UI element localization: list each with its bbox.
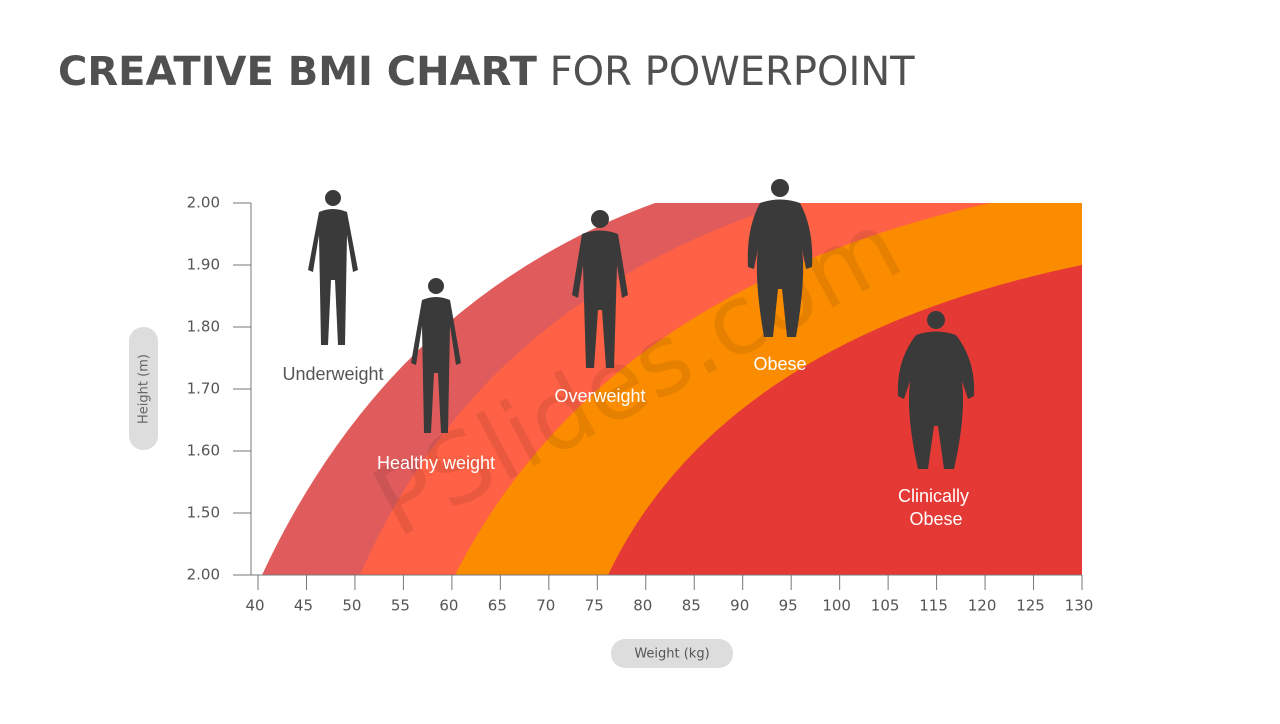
title-suffix: FOR POWERPOINT xyxy=(550,49,916,95)
category-line: Obese xyxy=(909,509,962,529)
category-label: Obese xyxy=(753,354,806,374)
y-tick-label: 1.50 xyxy=(187,504,220,522)
y-tick-label: 2.00 xyxy=(187,566,220,584)
y-tick-label: 1.80 xyxy=(187,318,220,336)
x-tick-label: 85 xyxy=(682,597,701,615)
x-tick-label: 70 xyxy=(536,597,555,615)
x-tick-label: 130 xyxy=(1065,597,1094,615)
category-label: Clinically Obese xyxy=(898,486,974,529)
x-tick-label: 55 xyxy=(391,597,410,615)
y-tick-label: 1.60 xyxy=(187,442,220,460)
slide-title: CREATIVE BMI CHART FOR POWERPOINT xyxy=(58,49,915,95)
x-tick-label: 60 xyxy=(439,597,458,615)
x-tick-label: 105 xyxy=(871,597,900,615)
y-tick-label: 2.00 xyxy=(187,194,220,212)
y-tick-label: 1.90 xyxy=(187,256,220,274)
x-tick-label: 120 xyxy=(968,597,997,615)
category-label: Healthy weight xyxy=(377,453,495,473)
x-tick-label: 90 xyxy=(730,597,749,615)
x-tick-label: 125 xyxy=(1016,597,1045,615)
x-tick-label: 95 xyxy=(779,597,798,615)
category-label: Underweight xyxy=(282,364,383,384)
bmi-bands xyxy=(262,203,1082,575)
x-tick-label: 50 xyxy=(342,597,361,615)
title-bold: CREATIVE BMI CHART xyxy=(58,49,538,95)
band-clinically-obese xyxy=(608,265,1082,575)
x-tick-label: 115 xyxy=(919,597,948,615)
category-label: Overweight xyxy=(554,386,645,406)
x-axis-label: Weight (kg) xyxy=(634,647,709,662)
x-tick-label: 75 xyxy=(585,597,604,615)
y-tick-label: 1.70 xyxy=(187,380,220,398)
x-tick-label: 65 xyxy=(488,597,507,615)
x-tick-label: 100 xyxy=(822,597,851,615)
silhouettes xyxy=(308,179,975,469)
category-line: Clinically xyxy=(898,486,969,506)
x-tick-label: 80 xyxy=(633,597,652,615)
y-axis-label: Height (m) xyxy=(137,354,152,424)
x-tick-label: 40 xyxy=(245,597,264,615)
y-label-pill xyxy=(129,327,158,450)
x-label-pill xyxy=(611,639,733,668)
x-tick-label: 45 xyxy=(294,597,313,615)
